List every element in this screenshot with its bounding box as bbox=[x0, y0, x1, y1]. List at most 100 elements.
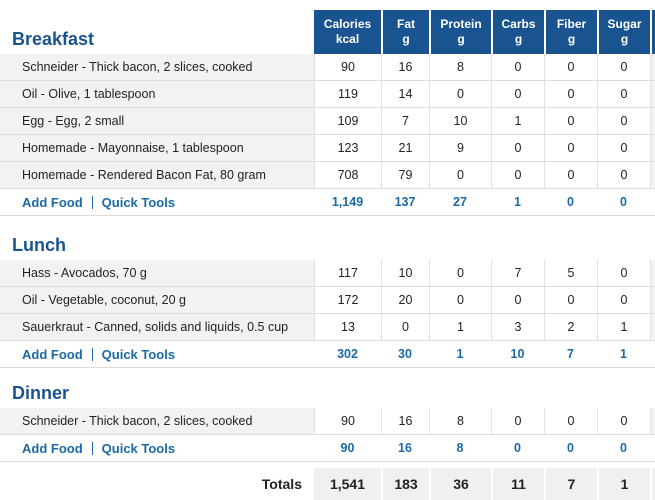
food-protein: 0 bbox=[429, 287, 491, 314]
meal-totals-row: Add Food Quick Tools 302 30 1 10 7 1 bbox=[0, 341, 655, 368]
meal-table-dinner: Dinner Schneider - Thick bacon, 2 slices… bbox=[0, 362, 655, 462]
food-fat: 16 bbox=[381, 408, 429, 435]
quick-tools-link[interactable]: Quick Tools bbox=[101, 440, 176, 456]
add-food-link[interactable]: Add Food bbox=[22, 194, 83, 210]
food-calories: 90 bbox=[314, 408, 381, 435]
food-row[interactable]: Schneider - Thick bacon, 2 slices, cooke… bbox=[0, 408, 655, 435]
food-sugar: 0 bbox=[597, 108, 650, 135]
food-row[interactable]: Schneider - Thick bacon, 2 slices, cooke… bbox=[0, 54, 655, 81]
food-calories: 90 bbox=[314, 54, 381, 81]
food-calories: 119 bbox=[314, 81, 381, 108]
food-row[interactable]: Oil - Vegetable, coconut, 20 g 172 20 0 … bbox=[0, 287, 655, 314]
food-fat: 16 bbox=[381, 54, 429, 81]
meal-total-carbs: 0 bbox=[491, 435, 544, 462]
meal-total-calories: 90 bbox=[314, 435, 381, 462]
row-edge bbox=[650, 287, 655, 314]
meal-total-carbs: 1 bbox=[491, 189, 544, 216]
meal-header-spacer bbox=[314, 214, 655, 260]
food-fiber: 0 bbox=[544, 408, 597, 435]
meal-total-fiber: 7 bbox=[544, 341, 597, 368]
meal-total-carbs: 10 bbox=[491, 341, 544, 368]
meal-total-protein: 27 bbox=[429, 189, 491, 216]
meal-header-row: Lunch bbox=[0, 214, 655, 260]
food-sugar: 0 bbox=[597, 54, 650, 81]
food-protein: 8 bbox=[429, 408, 491, 435]
meal-total-sugar: 0 bbox=[597, 189, 650, 216]
row-edge bbox=[650, 260, 655, 287]
row-edge bbox=[650, 189, 655, 216]
meal-total-calories: 1,149 bbox=[314, 189, 381, 216]
food-carbs: 3 bbox=[491, 314, 544, 341]
food-carbs: 0 bbox=[491, 287, 544, 314]
row-edge bbox=[650, 435, 655, 462]
column-header-fiber: Fiber g bbox=[544, 10, 597, 54]
food-name[interactable]: Hass - Avocados, 70 g bbox=[0, 260, 314, 287]
meal-total-sugar: 1 bbox=[597, 341, 650, 368]
link-divider bbox=[91, 347, 93, 361]
food-row[interactable]: Homemade - Mayonnaise, 1 tablespoon 123 … bbox=[0, 135, 655, 162]
food-sugar: 1 bbox=[597, 314, 650, 341]
food-calories: 708 bbox=[314, 162, 381, 189]
food-sugar: 0 bbox=[597, 287, 650, 314]
meal-totals-row: Add Food Quick Tools 1,149 137 27 1 0 0 bbox=[0, 189, 655, 216]
food-carbs: 0 bbox=[491, 81, 544, 108]
row-edge bbox=[650, 468, 655, 500]
food-sugar: 0 bbox=[597, 135, 650, 162]
total-calories: 1,541 bbox=[314, 468, 381, 500]
food-name[interactable]: Sauerkraut - Canned, solids and liquids,… bbox=[0, 314, 314, 341]
food-row[interactable]: Homemade - Rendered Bacon Fat, 80 gram 7… bbox=[0, 162, 655, 189]
food-name[interactable]: Schneider - Thick bacon, 2 slices, cooke… bbox=[0, 54, 314, 81]
food-fiber: 0 bbox=[544, 287, 597, 314]
meal-title-cell: Lunch bbox=[0, 214, 314, 260]
row-edge bbox=[650, 135, 655, 162]
column-header-carbs: Carbs g bbox=[491, 10, 544, 54]
food-protein: 0 bbox=[429, 162, 491, 189]
food-protein: 9 bbox=[429, 135, 491, 162]
food-row[interactable]: Hass - Avocados, 70 g 117 10 0 7 5 0 bbox=[0, 260, 655, 287]
add-food-link[interactable]: Add Food bbox=[22, 440, 83, 456]
row-edge bbox=[650, 408, 655, 435]
meal-title: Dinner bbox=[12, 383, 70, 403]
quick-tools-link[interactable]: Quick Tools bbox=[101, 194, 176, 210]
food-fiber: 0 bbox=[544, 54, 597, 81]
food-protein: 0 bbox=[429, 81, 491, 108]
food-name[interactable]: Oil - Olive, 1 tablespoon bbox=[0, 81, 314, 108]
food-fiber: 0 bbox=[544, 81, 597, 108]
food-row[interactable]: Sauerkraut - Canned, solids and liquids,… bbox=[0, 314, 655, 341]
food-carbs: 0 bbox=[491, 408, 544, 435]
totals-label: Totals bbox=[261, 476, 302, 492]
link-divider bbox=[91, 441, 93, 455]
food-protein: 0 bbox=[429, 260, 491, 287]
food-calories: 109 bbox=[314, 108, 381, 135]
total-fiber: 7 bbox=[544, 468, 597, 500]
column-header-sugar: Sugar g bbox=[597, 10, 650, 54]
food-carbs: 0 bbox=[491, 54, 544, 81]
food-sugar: 0 bbox=[597, 408, 650, 435]
meal-total-protein: 1 bbox=[429, 341, 491, 368]
food-carbs: 0 bbox=[491, 135, 544, 162]
meal-section: Breakfast Calories kcal Fat g Protein g Car… bbox=[0, 10, 655, 216]
food-row[interactable]: Egg - Egg, 2 small 109 7 10 1 0 0 bbox=[0, 108, 655, 135]
food-row[interactable]: Oil - Olive, 1 tablespoon 119 14 0 0 0 0 bbox=[0, 81, 655, 108]
row-edge bbox=[650, 341, 655, 368]
meal-section: Lunch Hass - Avocados, 70 g 117 10 0 7 5… bbox=[0, 214, 655, 368]
food-name[interactable]: Homemade - Rendered Bacon Fat, 80 gram bbox=[0, 162, 314, 189]
food-name[interactable]: Oil - Vegetable, coconut, 20 g bbox=[0, 287, 314, 314]
meal-title: Lunch bbox=[12, 235, 66, 255]
add-food-link[interactable]: Add Food bbox=[22, 346, 83, 362]
food-name[interactable]: Homemade - Mayonnaise, 1 tablespoon bbox=[0, 135, 314, 162]
quick-tools-link[interactable]: Quick Tools bbox=[101, 346, 176, 362]
food-sugar: 0 bbox=[597, 81, 650, 108]
food-name[interactable]: Egg - Egg, 2 small bbox=[0, 108, 314, 135]
meal-total-sugar: 0 bbox=[597, 435, 650, 462]
food-name[interactable]: Schneider - Thick bacon, 2 slices, cooke… bbox=[0, 408, 314, 435]
meal-header-row: Breakfast Calories kcal Fat g Protein g Car… bbox=[0, 10, 655, 54]
food-fat: 14 bbox=[381, 81, 429, 108]
row-edge bbox=[650, 162, 655, 189]
food-fiber: 0 bbox=[544, 162, 597, 189]
meal-total-fat: 137 bbox=[381, 189, 429, 216]
food-fat: 79 bbox=[381, 162, 429, 189]
meal-table-breakfast: Breakfast Calories kcal Fat g Protein g Car… bbox=[0, 10, 655, 216]
food-fiber: 2 bbox=[544, 314, 597, 341]
